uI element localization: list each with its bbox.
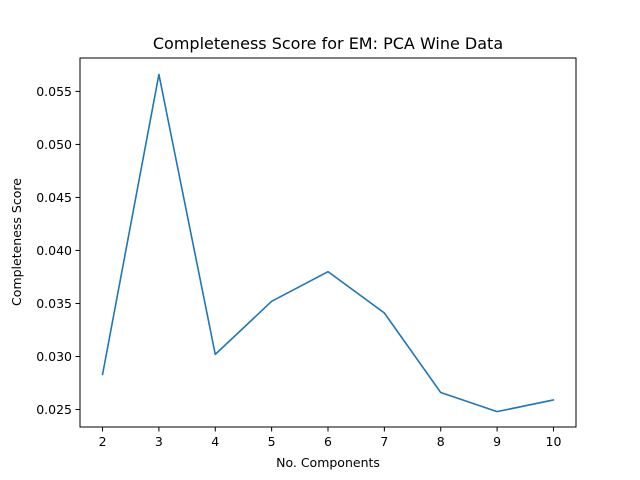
x-tick-label: 5 [268,434,276,449]
x-tick-label: 7 [380,434,388,449]
x-axis-label: No. Components [276,455,380,470]
x-tick-label: 6 [324,434,332,449]
series-group [101,73,555,413]
chart-title: Completeness Score for EM: PCA Wine Data [153,34,503,53]
y-tick-label: 0.035 [36,296,72,311]
y-tick-label: 0.050 [36,137,72,152]
y-axis-ticks: 0.025 0.030 0.035 0.040 0.045 0.050 0.055 [36,84,80,417]
y-axis-label: Completeness Score [9,178,24,306]
x-tick-label: 8 [437,434,445,449]
x-axis-ticks: 2 3 4 5 6 7 8 9 10 [99,427,562,449]
y-tick-label: 0.055 [36,84,72,99]
plot-frame [79,57,577,428]
y-tick-label: 0.040 [36,243,72,258]
x-tick-label: 3 [155,434,163,449]
x-tick-label: 9 [493,434,501,449]
x-tick-label: 10 [546,434,562,449]
y-tick-label: 0.025 [36,402,72,417]
y-tick-label: 0.030 [36,349,72,364]
x-tick-label: 4 [211,434,219,449]
y-tick-label: 0.045 [36,190,72,205]
plot-area [79,57,577,428]
x-tick-label: 2 [99,434,107,449]
series-line [101,73,555,413]
